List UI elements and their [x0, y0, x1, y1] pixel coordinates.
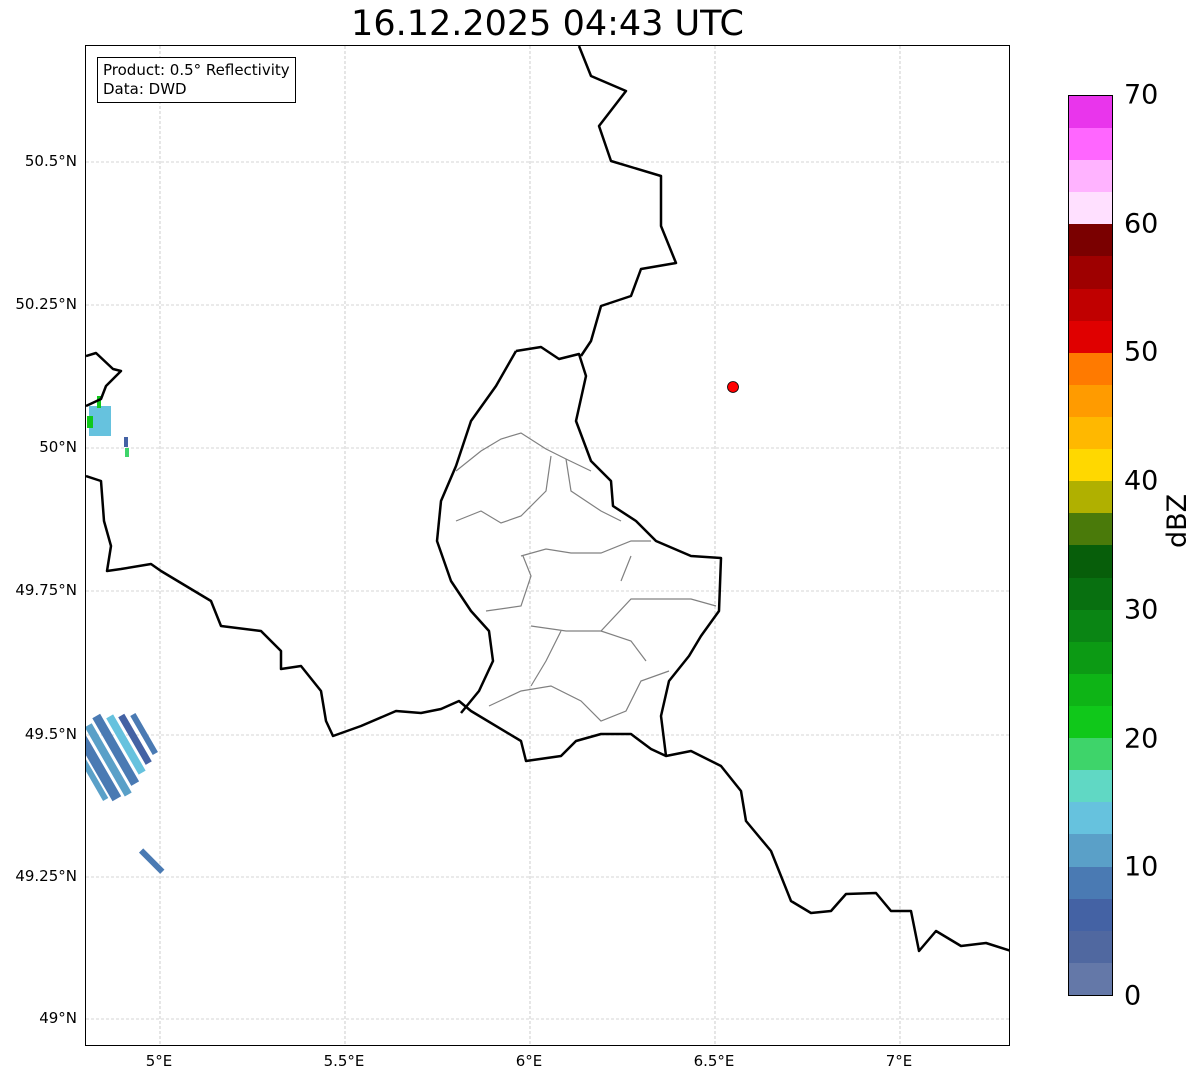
map-canvas [77, 45, 1012, 1047]
y-tick: 50.5°N [24, 152, 77, 170]
colorbar-bin [1069, 898, 1112, 931]
country-borders [85, 45, 1012, 953]
colorbar-tick: 60 [1124, 208, 1159, 240]
x-tick: 6°E [515, 1052, 543, 1070]
product-label: Product: 0.5° Reflectivity [103, 61, 290, 79]
colorbar-bin [1069, 866, 1112, 899]
colorbar-bin [1069, 256, 1112, 289]
colorbar-tick: 10 [1124, 851, 1159, 883]
colorbar-bin [1069, 449, 1112, 482]
colorbar-bin [1069, 802, 1112, 835]
map-plot-area [77, 45, 1012, 1047]
colorbar-bin [1069, 930, 1112, 963]
x-tick: 7°E [885, 1052, 913, 1070]
colorbar-bin [1069, 352, 1112, 385]
gridlines [86, 46, 1011, 1047]
colorbar-tick: 40 [1124, 465, 1159, 497]
data-source-label: Data: DWD [103, 80, 187, 98]
y-tick: 49.75°N [15, 581, 77, 599]
colorbar-bin [1069, 609, 1112, 642]
x-tick: 5°E [145, 1052, 173, 1070]
colorbar-label: dBZ [1162, 493, 1193, 548]
colorbar-bin [1069, 738, 1112, 771]
y-tick: 49.5°N [24, 725, 77, 743]
colorbar-bin [1069, 834, 1112, 867]
colorbar-bin [1069, 577, 1112, 610]
y-tick: 49.25°N [15, 867, 77, 885]
colorbar-bin [1069, 160, 1112, 193]
colorbar-bin [1069, 673, 1112, 707]
colorbar-bin [1069, 320, 1112, 353]
colorbar-bin [1069, 770, 1112, 803]
x-tick: 6.5°E [693, 1052, 735, 1070]
colorbar-tick: 30 [1124, 594, 1159, 626]
colorbar-bin [1069, 706, 1112, 739]
colorbar-bin [1069, 962, 1112, 995]
colorbar-tick: 20 [1124, 723, 1159, 755]
colorbar-bin [1069, 513, 1112, 546]
colorbar-bin [1069, 384, 1112, 418]
x-tick: 5.5°E [323, 1052, 365, 1070]
colorbar-bin [1069, 641, 1112, 674]
product-info-box: Product: 0.5° Reflectivity Data: DWD [97, 57, 296, 103]
colorbar-tick: 0 [1124, 980, 1142, 1012]
y-tick: 50°N [39, 438, 77, 456]
colorbar-bin [1069, 417, 1112, 450]
y-tick: 49°N [39, 1009, 77, 1027]
colorbar-bin [1069, 288, 1112, 321]
colorbar [1068, 95, 1113, 996]
colorbar-bin [1069, 128, 1112, 161]
radar-site-marker [727, 381, 739, 393]
y-tick: 50.25°N [15, 295, 77, 313]
colorbar-tick: 50 [1124, 336, 1159, 368]
colorbar-bin [1069, 481, 1112, 514]
colorbar-bin [1069, 545, 1112, 578]
colorbar-bin [1069, 224, 1112, 257]
map-title: 16.12.2025 04:43 UTC [351, 4, 744, 44]
canton-borders [455, 432, 717, 722]
colorbar-bin [1069, 192, 1112, 225]
radar-echoes [77, 396, 165, 874]
colorbar-tick: 70 [1124, 79, 1159, 111]
colorbar-bin [1069, 95, 1112, 129]
